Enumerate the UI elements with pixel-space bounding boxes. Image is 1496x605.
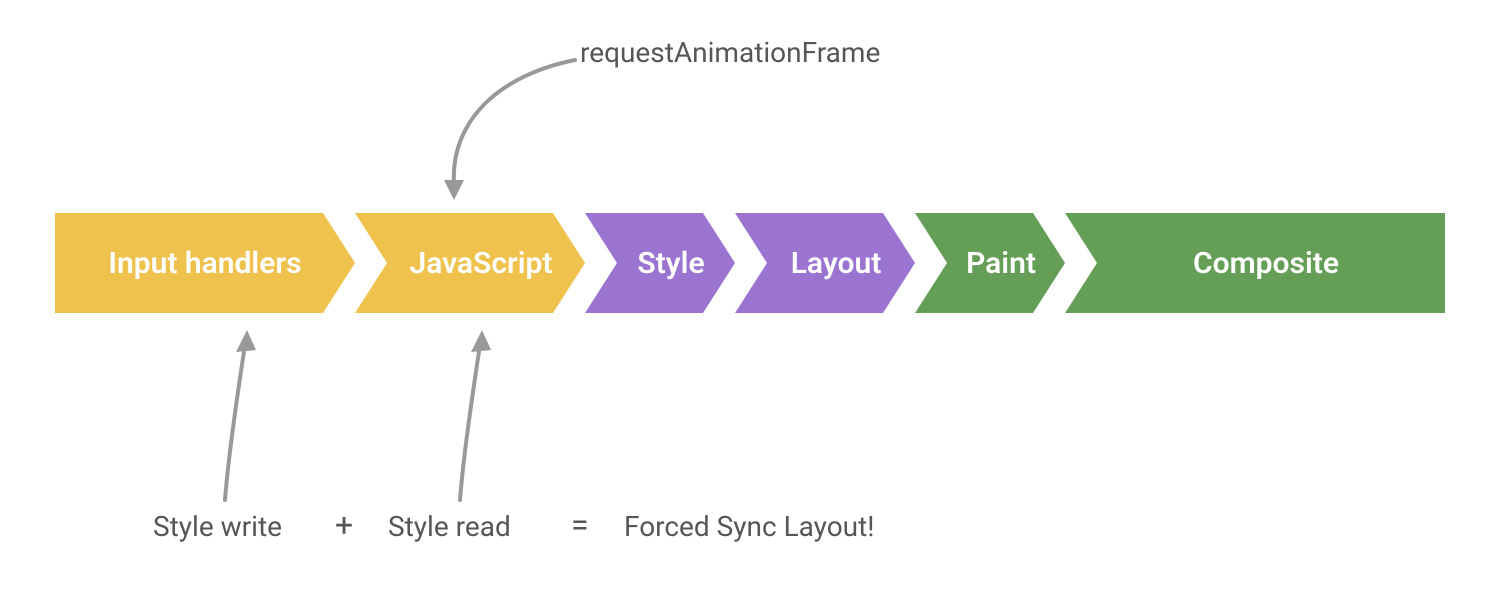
stage-input-handlers: Input handlers [55, 213, 355, 313]
stage-label: Paint [966, 246, 1036, 281]
stage-layout: Layout [735, 213, 915, 313]
raf-arrow [454, 60, 575, 185]
stage-label: Style [637, 246, 704, 281]
stage-label: Layout [791, 246, 882, 281]
style-read-arrow [460, 345, 480, 500]
style-write-label: Style write [153, 510, 282, 543]
equals-symbol: = [571, 506, 589, 544]
stage-label: JavaScript [409, 246, 552, 281]
style-read-arrowhead [471, 330, 491, 352]
diagram-stage: requestAnimationFrame Input handlers Jav… [0, 0, 1496, 605]
raf-arrowhead [444, 180, 464, 200]
stage-style: Style [585, 213, 735, 313]
stage-label: Composite [1193, 246, 1339, 281]
forced-sync-label: Forced Sync Layout! [624, 510, 875, 543]
stage-label: Input handlers [108, 246, 301, 281]
plus-symbol: + [335, 506, 353, 544]
style-write-arrowhead [236, 330, 256, 352]
style-read-label: Style read [388, 510, 511, 543]
style-write-arrow [225, 345, 245, 500]
raf-label: requestAnimationFrame [580, 36, 880, 69]
stage-javascript: JavaScript [355, 213, 585, 313]
stage-paint: Paint [915, 213, 1065, 313]
stage-composite: Composite [1065, 213, 1445, 313]
